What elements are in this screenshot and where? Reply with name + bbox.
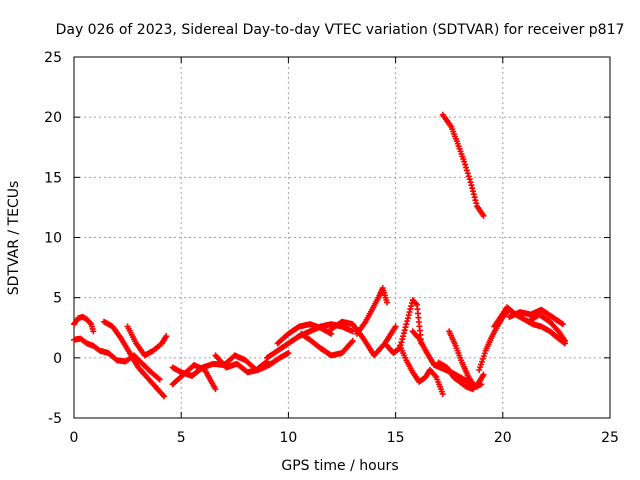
data-trace (396, 342, 446, 397)
x-tick-label: 25 (601, 430, 619, 446)
y-tick-label: -5 (48, 411, 62, 427)
data-trace (274, 321, 335, 347)
data-trace (101, 318, 168, 400)
x-tick-label: 10 (279, 430, 297, 446)
data-trace (212, 350, 292, 376)
x-axis-label: GPS time / hours (281, 458, 398, 474)
chart-title: Day 026 of 2023, Sidereal Day-to-day VTE… (56, 22, 625, 38)
data-trace (506, 306, 566, 328)
data-trace (525, 311, 568, 344)
y-tick-label: 20 (44, 110, 62, 126)
data-trace (169, 362, 219, 393)
data-trace (446, 328, 485, 390)
axes (73, 56, 611, 419)
x-tick-label: 15 (387, 430, 405, 446)
grid-lines (74, 57, 610, 418)
data-trace (328, 318, 399, 359)
x-tick-label: 0 (70, 430, 79, 446)
data-trace (298, 330, 356, 359)
y-tick-label: 25 (44, 50, 62, 66)
x-tick-label: 5 (177, 430, 186, 446)
data-points (71, 111, 568, 400)
y-tick-label: 5 (53, 291, 62, 307)
y-axis-label: SDTVAR / TECUs (6, 181, 22, 296)
data-trace (354, 285, 391, 337)
data-trace (124, 323, 170, 359)
data-trace (71, 335, 163, 383)
data-trace (384, 297, 425, 357)
tick-labels: 0 5 10 15 20 25 -5 0 5 10 15 20 25 (44, 50, 619, 446)
y-tick-label: 15 (44, 170, 62, 186)
data-trace (439, 111, 487, 219)
data-trace (71, 313, 97, 335)
x-tick-label: 20 (494, 430, 512, 446)
y-tick-label: 0 (53, 351, 62, 367)
y-tick-label: 10 (44, 231, 62, 247)
